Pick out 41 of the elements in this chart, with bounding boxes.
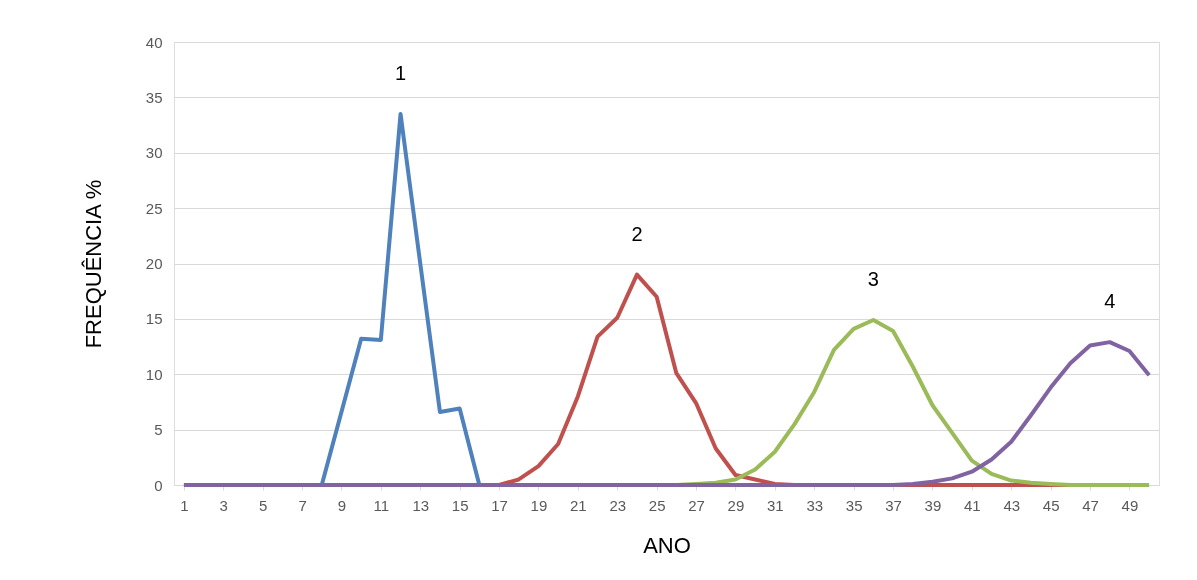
x-tick-label: 43	[1003, 496, 1021, 514]
y-tick-label: 25	[145, 199, 163, 217]
x-tick-label: 5	[258, 496, 268, 514]
y-tick-label: 30	[145, 144, 163, 162]
line-series	[181, 340, 1152, 487]
x-tick-label: 3	[219, 496, 228, 514]
y-tick-label: 0	[154, 476, 163, 494]
x-tick-label: 1	[180, 496, 189, 514]
annotation: 4	[1104, 290, 1116, 313]
y-axis-title: FREQUÊNCIA %	[80, 179, 106, 349]
x-tick-label: 45	[1042, 496, 1060, 514]
x-tick-label: 23	[609, 496, 627, 514]
x-tick-label: 41	[964, 496, 981, 514]
x-tick-label: 39	[924, 496, 942, 514]
x-tick-label: 11	[373, 496, 390, 514]
y-tick-label: 5	[154, 421, 163, 439]
y-tick-label: 15	[145, 310, 163, 328]
y-tick-label: 35	[145, 88, 163, 106]
x-tick-label: 33	[806, 496, 824, 514]
x-tick-label: 25	[648, 496, 666, 514]
x-tick-label: 31	[767, 496, 784, 514]
x-tick-label: 37	[885, 496, 902, 514]
annotation: 1	[394, 61, 407, 84]
x-tick-label: 7	[298, 496, 307, 514]
x-tick-label: 15	[451, 496, 469, 514]
x-tick-label: 21	[570, 496, 587, 514]
y-tick-label: 20	[145, 255, 163, 272]
y-tick-label: 40	[145, 33, 163, 51]
y-tick-label: 10	[145, 365, 163, 383]
x-tick-label: 17	[491, 496, 508, 514]
x-tick-label: 35	[845, 496, 863, 514]
x-tick-label: 9	[337, 496, 347, 514]
x-tick-label: 49	[1121, 496, 1139, 514]
x-tick-label: 27	[688, 496, 705, 514]
x-axis-title: ANO	[643, 532, 691, 558]
x-tick-label: 47	[1082, 496, 1099, 514]
x-tick-label: 19	[530, 496, 548, 514]
annotation: 2	[631, 222, 643, 245]
x-tick-label: 13	[412, 496, 430, 514]
annotation: 3	[867, 267, 879, 290]
x-tick-label: 29	[727, 496, 745, 514]
